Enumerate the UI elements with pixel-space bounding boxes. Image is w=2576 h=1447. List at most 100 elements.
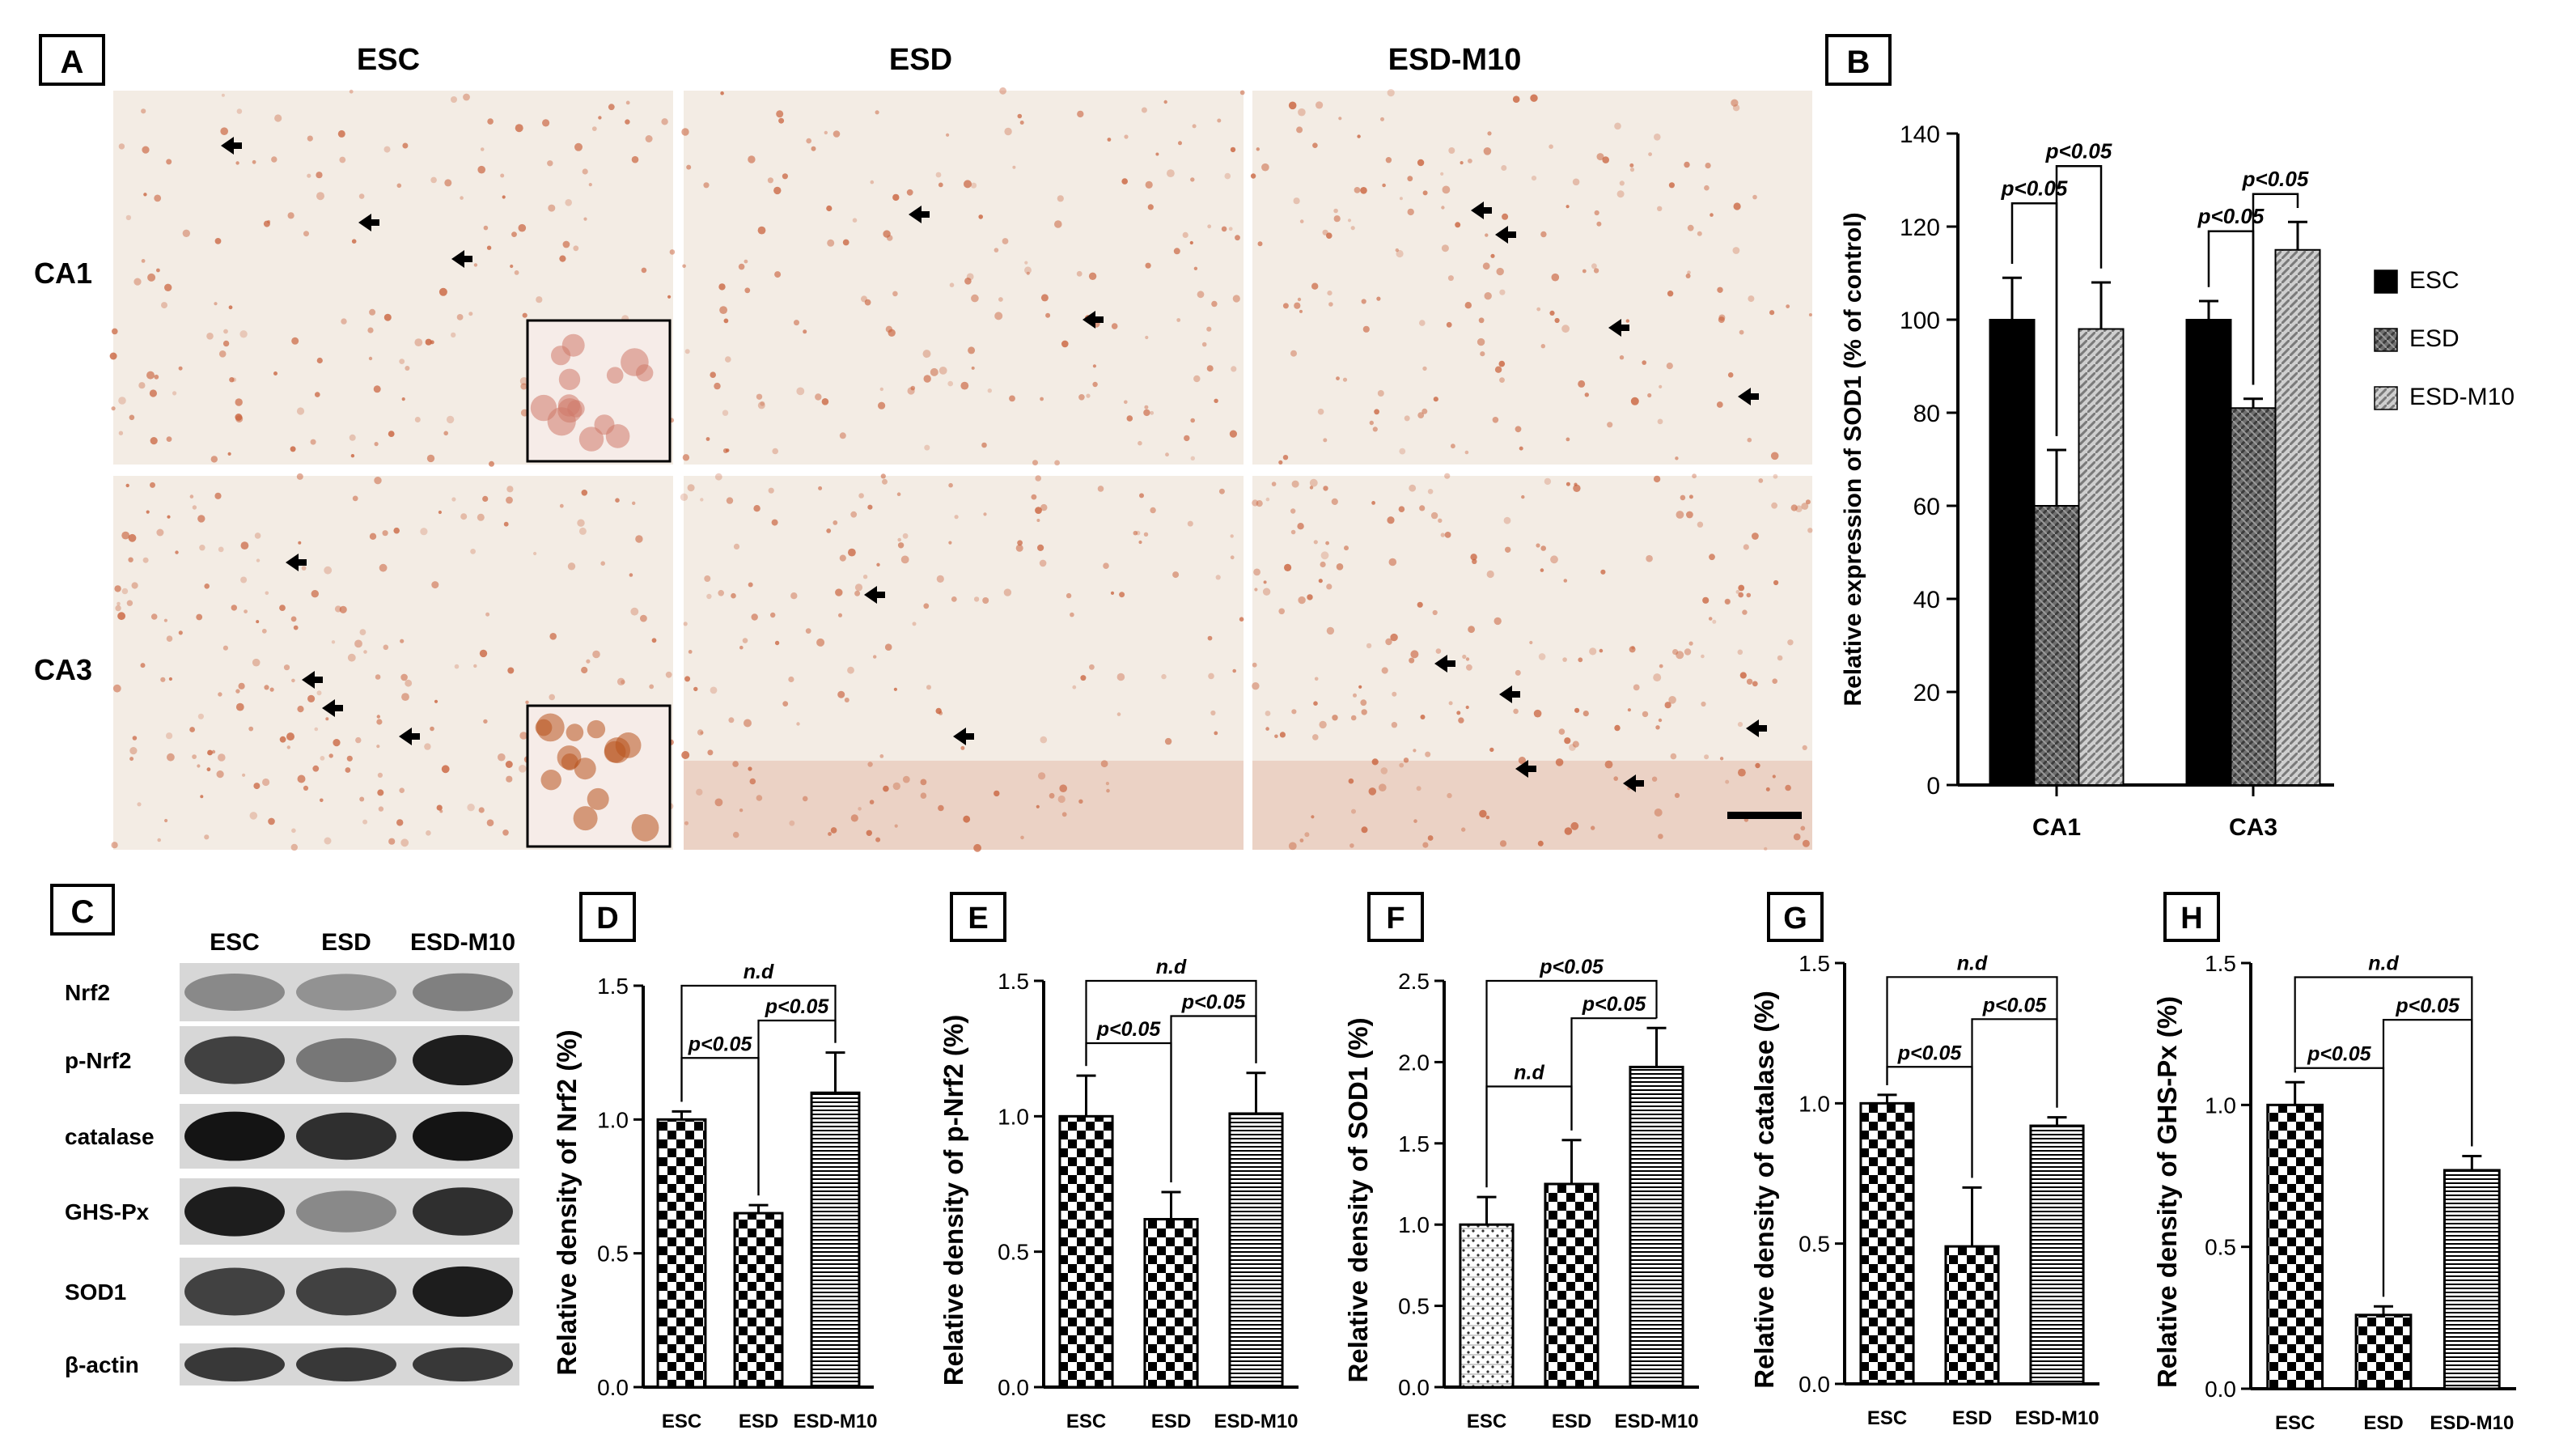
stained-cell	[858, 493, 864, 499]
stained-cell	[892, 291, 898, 297]
micrograph-grid	[109, 87, 1813, 852]
stained-cell	[1654, 808, 1663, 817]
stained-cell	[826, 528, 832, 533]
stained-cell	[291, 337, 299, 345]
stained-cell	[286, 732, 294, 741]
stained-cell	[964, 278, 972, 285]
panel-letter-a: A	[61, 45, 84, 80]
stained-cell	[150, 437, 158, 445]
stained-cell	[1138, 540, 1142, 545]
stained-cell	[756, 795, 763, 801]
stained-cell	[835, 588, 843, 596]
y-tick-label: 1.5	[1799, 951, 1830, 976]
stained-cell	[1702, 596, 1710, 604]
stained-cell	[894, 824, 898, 828]
x-tick-label: ESC	[1066, 1411, 1106, 1432]
stained-cell	[1320, 551, 1329, 560]
stained-cell	[1235, 235, 1240, 241]
stained-cell	[598, 116, 602, 120]
stained-cell	[1291, 709, 1297, 715]
stained-cell	[111, 406, 116, 411]
stained-cell	[893, 687, 897, 691]
stained-cell	[687, 484, 695, 492]
stained-cell	[1800, 825, 1806, 831]
stained-cell	[1701, 654, 1705, 659]
stained-cell	[1078, 799, 1083, 804]
stained-cell	[1668, 696, 1676, 704]
stained-cell	[549, 694, 555, 701]
stained-cell	[1769, 310, 1775, 316]
stained-cell	[206, 333, 214, 340]
micrograph-tile	[1250, 89, 1812, 465]
stained-cell	[149, 389, 157, 397]
stained-cell	[720, 91, 724, 95]
blot-band	[184, 1111, 285, 1161]
stained-cell	[1271, 482, 1277, 486]
bar	[2185, 319, 2232, 786]
stained-cell	[900, 555, 909, 564]
stained-cell	[683, 622, 688, 626]
arrow-marker-icon	[1515, 760, 1536, 778]
y-tick-label: 0	[1926, 773, 1940, 800]
stained-cell	[1630, 397, 1639, 405]
significance-bracket	[680, 984, 837, 1102]
stained-cell	[948, 541, 952, 545]
stained-cell	[1676, 651, 1684, 660]
stained-cell	[314, 727, 319, 732]
stained-cell	[1441, 206, 1445, 210]
stained-cell	[1482, 262, 1490, 270]
stained-cell	[290, 616, 297, 622]
stained-cell	[970, 182, 977, 189]
stained-cell	[238, 682, 245, 690]
stained-cell	[1464, 302, 1472, 309]
stained-cell	[293, 625, 299, 630]
stained-cell	[166, 436, 172, 442]
stained-cell	[1561, 325, 1570, 333]
stained-cell	[875, 110, 879, 115]
inset-cell	[587, 719, 606, 739]
stained-cell	[542, 119, 550, 127]
stained-cell	[1501, 165, 1507, 171]
panel-b: B 0 20 40 60 80 100 120 140 Relative expression …	[1825, 34, 2515, 841]
stained-cell	[1738, 584, 1745, 592]
stained-cell	[862, 575, 868, 579]
stained-cell	[796, 722, 800, 726]
stained-cell	[776, 110, 784, 118]
stained-cell	[1344, 545, 1349, 551]
stained-cell	[1564, 827, 1573, 835]
stained-cell	[351, 239, 357, 244]
stained-cell	[1336, 563, 1344, 571]
stained-cell	[1252, 499, 1259, 507]
stained-cell	[1319, 720, 1327, 729]
stained-cell	[824, 130, 828, 135]
stained-cell	[1197, 291, 1205, 299]
stained-cell	[347, 653, 356, 662]
stained-cell	[1447, 275, 1454, 282]
stained-cell	[400, 673, 408, 681]
stained-cell	[1802, 745, 1807, 751]
stained-cell	[1732, 247, 1740, 254]
stained-cell	[1670, 753, 1677, 760]
panel-g: G 0.0 0.5 1.0 1.5 Relative density of catala…	[1749, 892, 2099, 1429]
inset-cell	[536, 713, 565, 742]
stained-cell	[767, 177, 774, 184]
bar	[2354, 1313, 2413, 1390]
stained-cell	[1336, 376, 1340, 380]
stained-cell	[680, 493, 688, 501]
stained-cell	[1298, 108, 1306, 117]
stained-cell	[705, 437, 710, 441]
significance-label: p<0.05	[2242, 167, 2309, 191]
stained-cell	[778, 117, 785, 124]
stained-cell	[1230, 555, 1235, 560]
stained-cell	[1314, 677, 1319, 681]
stained-cell	[588, 183, 592, 187]
stained-cell	[236, 108, 243, 114]
stained-cell	[1232, 668, 1236, 673]
stained-cell	[164, 818, 168, 823]
stained-cell	[1519, 446, 1523, 451]
stained-cell	[1299, 309, 1303, 313]
stained-cell	[172, 391, 177, 396]
stained-cell	[506, 496, 513, 504]
stained-cell	[1323, 486, 1328, 491]
stained-cell	[218, 546, 224, 553]
